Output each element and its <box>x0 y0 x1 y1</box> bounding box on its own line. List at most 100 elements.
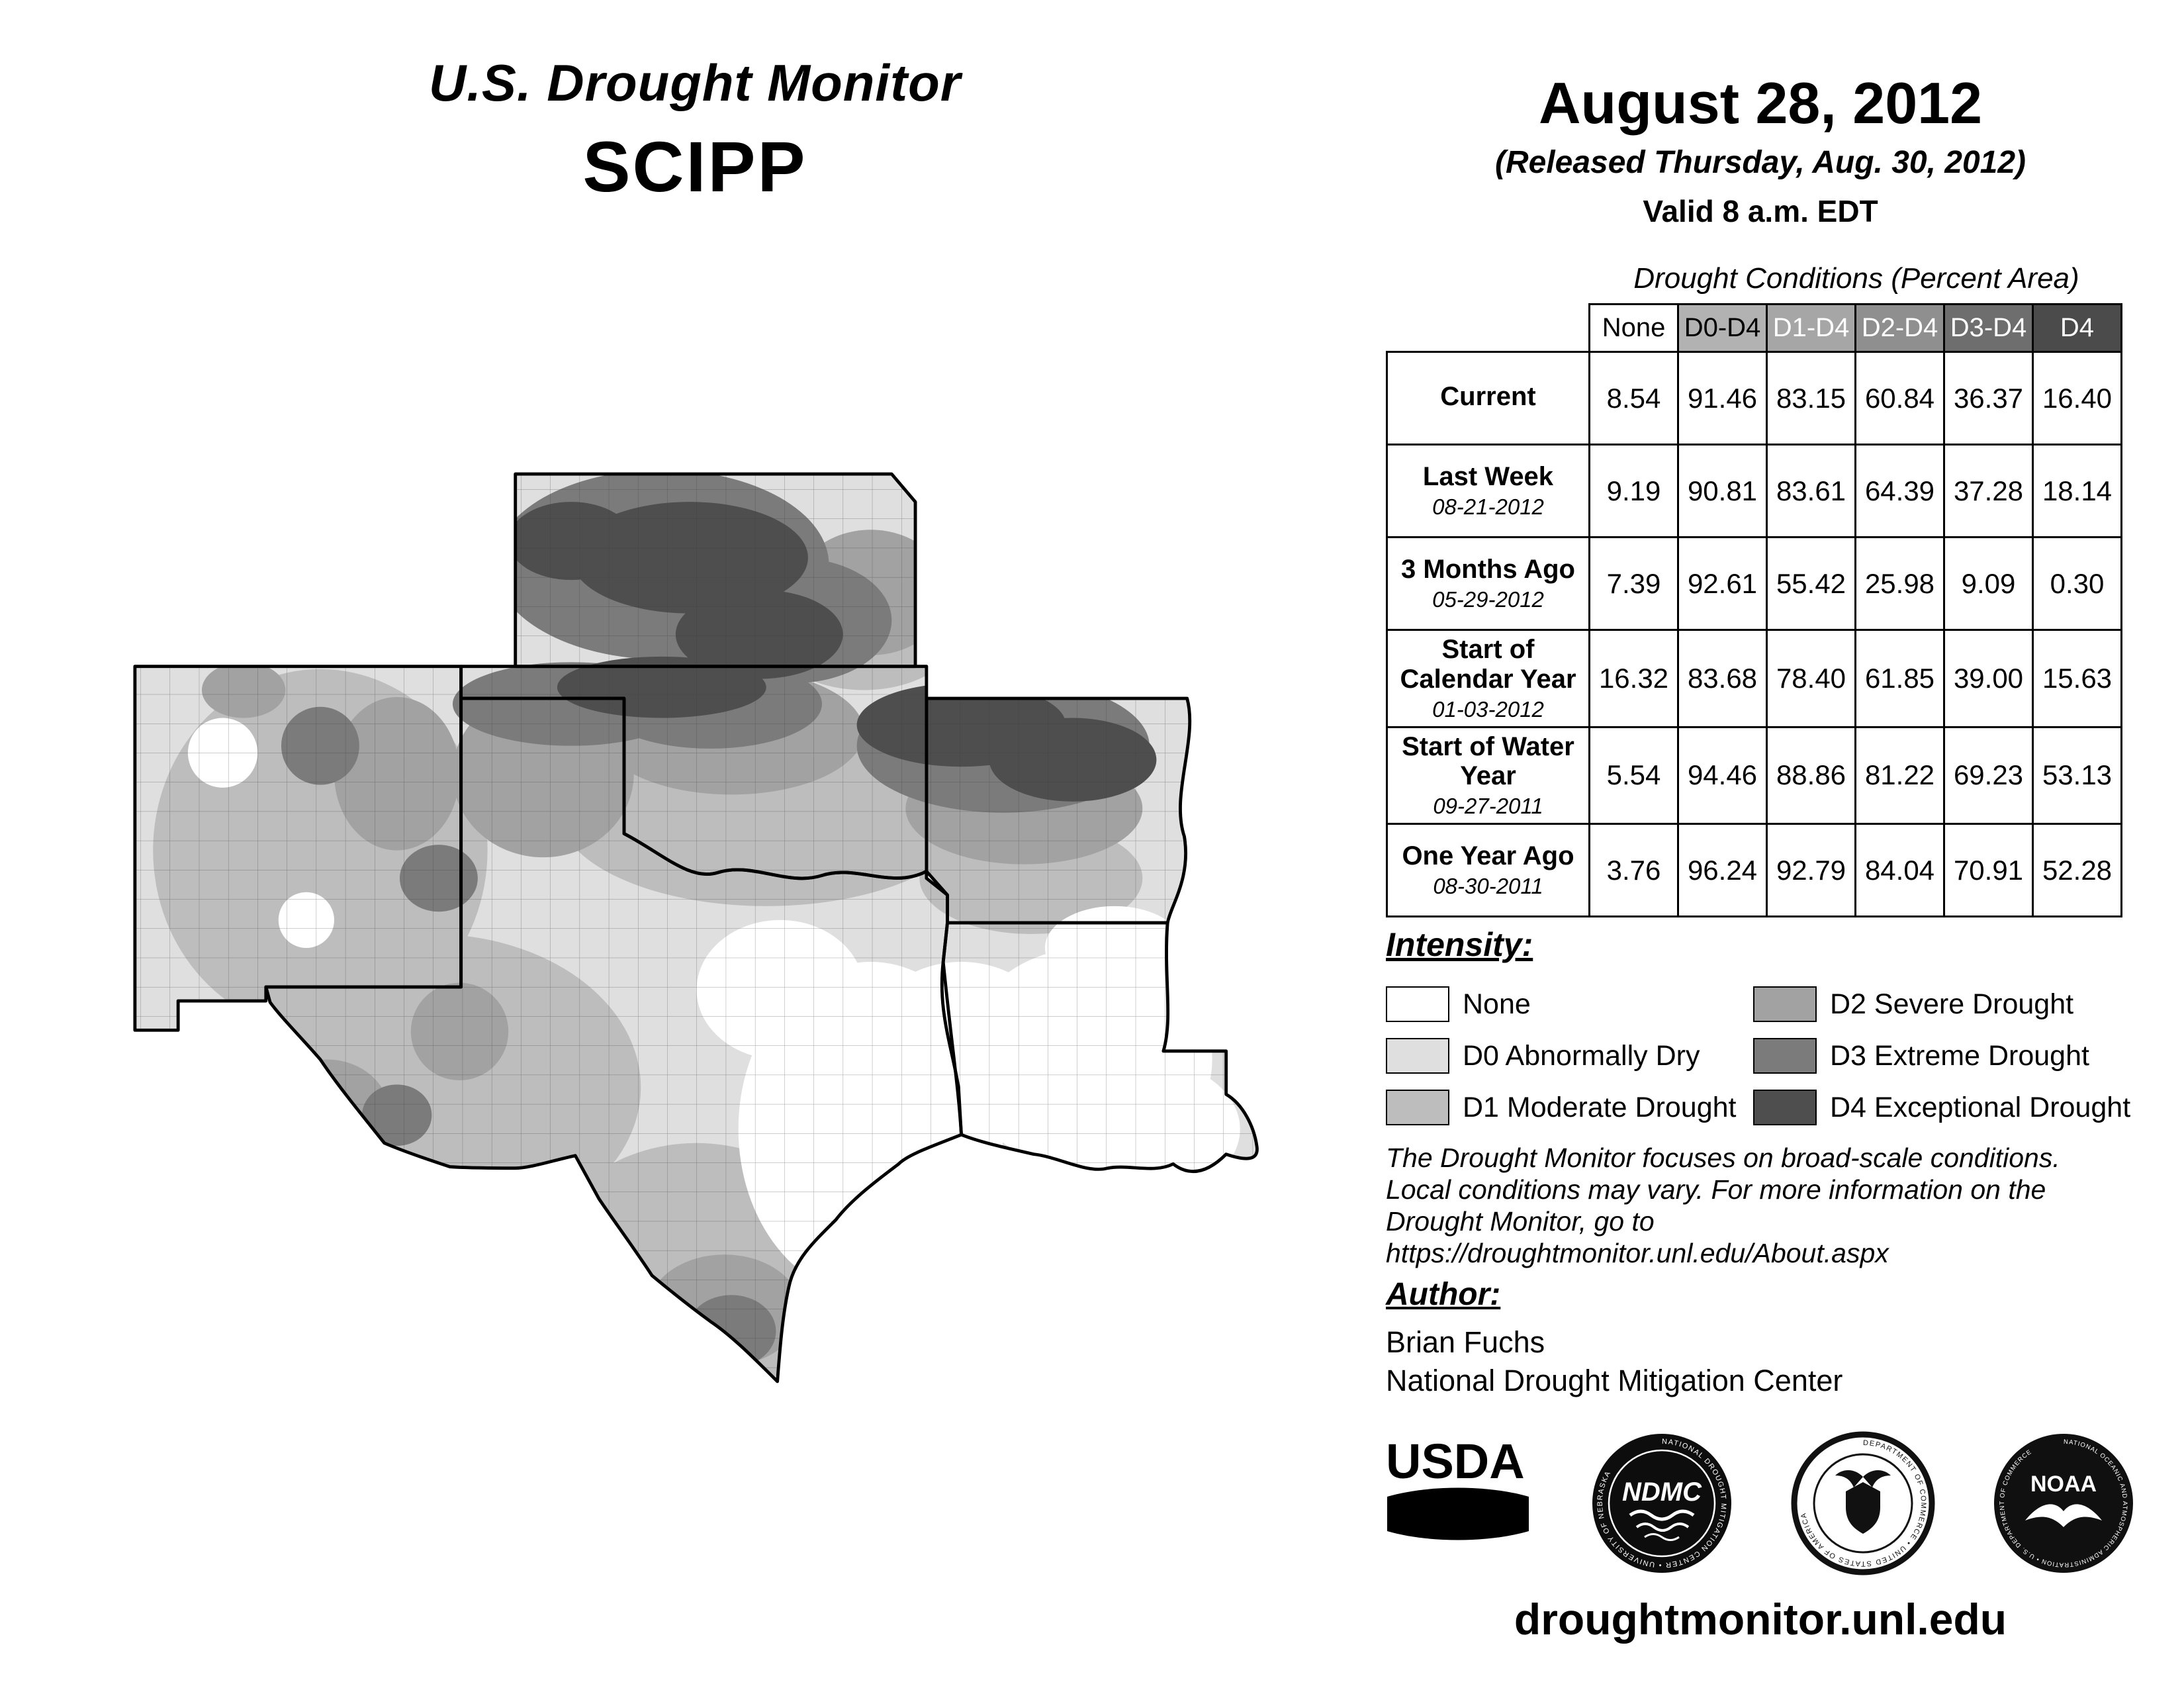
author-heading: Author: <box>1386 1277 1501 1312</box>
legend-swatch-d1 <box>1386 1090 1449 1125</box>
ndmc-logo-text: NDMC <box>1622 1477 1702 1507</box>
value-cell: 90.81 <box>1677 444 1768 538</box>
usda-swoosh <box>1387 1487 1529 1540</box>
value-cell: 16.40 <box>2032 351 2122 445</box>
legend-swatch-d0 <box>1386 1038 1449 1074</box>
state-kansas <box>514 472 917 669</box>
value-cell: 9.19 <box>1588 444 1679 538</box>
county-grid <box>134 474 1257 1382</box>
value-cell: 83.61 <box>1766 444 1856 538</box>
value-cell: 60.84 <box>1854 351 1945 445</box>
row-label-one-year-ago: One Year Ago 08-30-2011 <box>1386 823 1590 918</box>
table-row: Current 8.54 91.46 83.15 60.84 36.37 16.… <box>1386 351 2122 445</box>
value-cell: 92.79 <box>1766 823 1856 918</box>
table-title: Drought Conditions (Percent Area) <box>1633 262 2079 295</box>
table-row: 3 Months Ago 05-29-2012 7.39 92.61 55.42… <box>1386 536 2122 631</box>
ndmc-logo: NATIONAL DROUGHT MITIGATION CENTER • UNI… <box>1589 1430 1735 1579</box>
table-corner-cell <box>1387 305 1590 352</box>
noaa-logo-text: NOAA <box>2030 1472 2097 1497</box>
drought-monitor-url: droughtmonitor.unl.edu <box>1514 1595 2007 1644</box>
info-panel: August 28, 2012 (Released Thursday, Aug.… <box>1377 0 2144 1688</box>
value-cell: 70.91 <box>1943 823 2034 918</box>
scipp-drought-map-svg <box>133 472 1259 1383</box>
logo-row: USDA NATIONAL DROUGHT MITIGATION CENTER … <box>1382 1429 2136 1581</box>
legend-swatch-d2 <box>1753 986 1817 1022</box>
row-label-last-week: Last Week 08-21-2012 <box>1386 444 1590 538</box>
value-cell: 37.28 <box>1943 444 2034 538</box>
table-row: Start of Water Year 09-27-2011 5.54 94.4… <box>1386 726 2122 825</box>
value-cell: 25.98 <box>1854 536 1945 631</box>
value-cell: 7.39 <box>1588 536 1679 631</box>
legend-item-d2: D2 Severe Drought <box>1753 986 2140 1022</box>
table-row: Last Week 08-21-2012 9.19 90.81 83.61 64… <box>1386 444 2122 538</box>
value-cell: 69.23 <box>1943 726 2034 825</box>
legend-swatch-d4 <box>1753 1090 1817 1125</box>
author-name: Brian Fuchs <box>1386 1325 1545 1359</box>
author-organization: National Drought Mitigation Center <box>1386 1364 1843 1397</box>
value-cell: 53.13 <box>2032 726 2122 825</box>
report-title-line1: U.S. Drought Monitor <box>428 54 962 112</box>
map-date: August 28, 2012 <box>1538 70 1983 136</box>
intensity-legend-title: Intensity: <box>1386 926 1533 963</box>
value-cell: 8.54 <box>1588 351 1679 445</box>
row-label-current: Current <box>1386 351 1590 445</box>
value-cell: 3.76 <box>1588 823 1679 918</box>
state-louisiana <box>941 921 1259 1173</box>
disclaimer-text: The Drought Monitor focuses on broad-sca… <box>1386 1143 2060 1268</box>
value-cell: 81.22 <box>1854 726 1945 825</box>
table-row: One Year Ago 08-30-2011 3.76 96.24 92.79… <box>1386 823 2122 918</box>
value-cell: 88.86 <box>1766 726 1856 825</box>
intensity-legend: None D0 Abnormally Dry D1 Moderate Droug… <box>1386 978 2140 1133</box>
value-cell: 84.04 <box>1854 823 1945 918</box>
state-arkansas <box>925 696 1192 925</box>
value-cell: 94.46 <box>1677 726 1768 825</box>
value-cell: 39.00 <box>1943 629 2034 728</box>
drought-shading-layer <box>134 474 1257 1382</box>
value-cell: 52.28 <box>2032 823 2122 918</box>
released-date: (Released Thursday, Aug. 30, 2012) <box>1494 145 2026 180</box>
state-borders <box>133 472 1259 1383</box>
usda-logo-text: USDA <box>1386 1434 1525 1489</box>
row-label-start-calendar-year: Start of Calendar Year 01-03-2012 <box>1386 629 1590 728</box>
value-cell: 91.46 <box>1677 351 1768 445</box>
col-header-d4: D4 <box>2032 303 2122 353</box>
table-header-row: None D0-D4 D1-D4 D2-D4 D3-D4 D4 <box>1387 303 2122 353</box>
value-cell: 78.40 <box>1766 629 1856 728</box>
commerce-eagle-emblem <box>1835 1470 1891 1534</box>
ndmc-wave-3 <box>1644 1532 1680 1541</box>
drought-conditions-table: None D0-D4 D1-D4 D2-D4 D3-D4 D4 Current … <box>1386 303 2122 918</box>
table-row: Start of Calendar Year 01-03-2012 16.32 … <box>1386 629 2122 728</box>
legend-swatch-none <box>1386 986 1449 1022</box>
usda-logo: USDA <box>1382 1430 1534 1579</box>
value-cell: 0.30 <box>2032 536 2122 631</box>
noaa-seagull-icon <box>2025 1503 2102 1527</box>
value-cell: 18.14 <box>2032 444 2122 538</box>
legend-item-d4: D4 Exceptional Drought <box>1753 1090 2140 1125</box>
value-cell: 5.54 <box>1588 726 1679 825</box>
value-cell: 64.39 <box>1854 444 1945 538</box>
commerce-logo: DEPARTMENT OF COMMERCE • UNITED STATES O… <box>1790 1430 1936 1579</box>
col-header-d2d4: D2-D4 <box>1854 303 1945 353</box>
value-cell: 55.42 <box>1766 536 1856 631</box>
col-header-d3d4: D3-D4 <box>1943 303 2034 353</box>
row-label-start-water-year: Start of Water Year 09-27-2011 <box>1386 726 1590 825</box>
report-title-region: SCIPP <box>582 126 807 207</box>
legend-item-none: None <box>1386 986 1753 1022</box>
legend-item-d3: D3 Extreme Drought <box>1753 1038 2140 1074</box>
value-cell: 61.85 <box>1854 629 1945 728</box>
value-cell: 16.32 <box>1588 629 1679 728</box>
ndmc-wave-1 <box>1629 1509 1695 1521</box>
legend-item-d1: D1 Moderate Drought <box>1386 1090 1753 1125</box>
col-header-d0d4: D0-D4 <box>1677 303 1768 353</box>
ndmc-wave-2 <box>1636 1522 1690 1532</box>
value-cell: 83.15 <box>1766 351 1856 445</box>
col-header-d1d4: D1-D4 <box>1766 303 1856 353</box>
value-cell: 92.61 <box>1677 536 1768 631</box>
value-cell: 9.09 <box>1943 536 2034 631</box>
value-cell: 96.24 <box>1677 823 1768 918</box>
noaa-logo: NATIONAL OCEANIC AND ATMOSPHERIC ADMINIS… <box>1991 1430 2136 1579</box>
col-header-none: None <box>1588 303 1679 353</box>
drought-map <box>111 460 1296 1436</box>
legend-swatch-d3 <box>1753 1038 1817 1074</box>
report-title: U.S. Drought Monitor SCIPP <box>344 53 1046 208</box>
